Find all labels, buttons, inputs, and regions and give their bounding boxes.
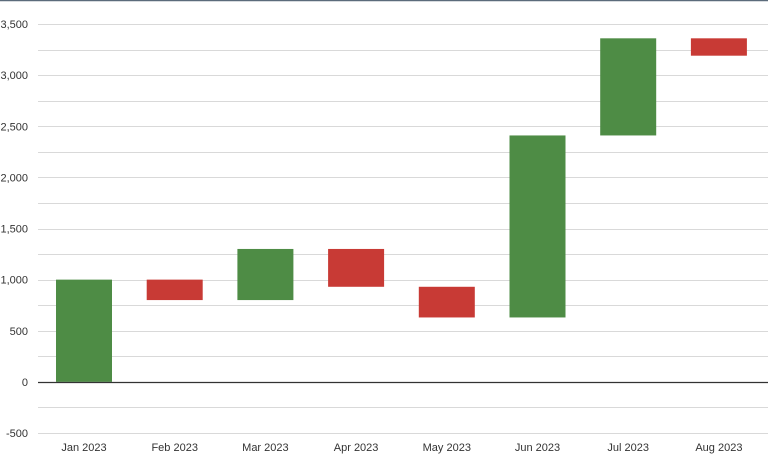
bar-increase bbox=[509, 135, 566, 318]
gridlines bbox=[38, 24, 768, 434]
y-tick-label: 3,000 bbox=[0, 70, 28, 82]
x-axis-category-labels: Jan 2023 Feb 2023 Mar 2023 Apr 2023 May 2023… bbox=[61, 442, 742, 454]
x-category-label: May 2023 bbox=[423, 442, 471, 454]
bars bbox=[56, 38, 747, 382]
y-tick-label: 1,000 bbox=[0, 275, 28, 287]
x-category-label: Jul 2023 bbox=[607, 442, 649, 454]
x-category-label: Mar 2023 bbox=[242, 442, 288, 454]
x-category-label: Aug 2023 bbox=[695, 442, 742, 454]
x-category-label: Apr 2023 bbox=[334, 442, 379, 454]
bar-decrease bbox=[328, 248, 385, 287]
y-tick-label: 2,000 bbox=[0, 172, 28, 184]
x-category-label: Feb 2023 bbox=[151, 442, 197, 454]
bar-increase bbox=[56, 279, 112, 382]
y-tick-label: 0 bbox=[22, 377, 28, 389]
bar-decrease bbox=[146, 279, 203, 301]
bar-increase bbox=[600, 38, 657, 136]
bar-increase bbox=[237, 248, 294, 301]
y-tick-label: 500 bbox=[10, 326, 28, 338]
y-tick-label: 2,500 bbox=[0, 121, 28, 133]
y-axis-tick-labels: -500 0 500 1,000 1,500 2,000 2,500 3,000 3,500 bbox=[0, 19, 28, 440]
y-tick-label: -500 bbox=[6, 428, 28, 440]
bar-decrease bbox=[690, 38, 747, 56]
y-tick-label: 1,500 bbox=[0, 224, 28, 236]
x-category-label: Jan 2023 bbox=[61, 442, 106, 454]
y-tick-label: 3,500 bbox=[0, 19, 28, 31]
bar-decrease bbox=[418, 286, 475, 318]
x-category-label: Jun 2023 bbox=[515, 442, 560, 454]
